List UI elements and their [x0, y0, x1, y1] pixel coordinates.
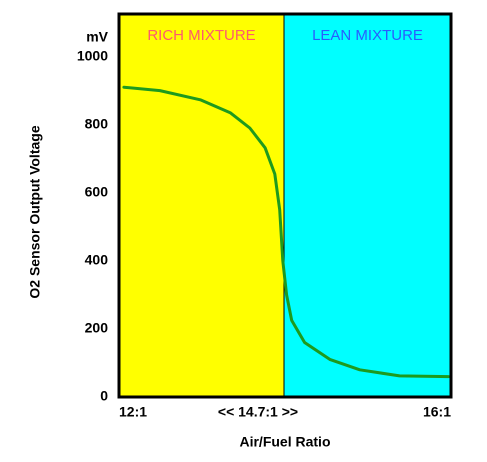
data-line: [122, 85, 450, 379]
y-tick-label: 1000: [77, 47, 108, 63]
x-tick-label: 16:1: [423, 404, 451, 420]
plot-area: [117, 12, 453, 399]
y-tick-label: 400: [85, 252, 109, 268]
region: [284, 14, 451, 397]
y-tick-label: 0: [100, 388, 108, 404]
x-axis-title: Air/Fuel Ratio: [239, 434, 330, 450]
y-tick-label: 600: [85, 183, 109, 199]
y-tick-label: 200: [85, 320, 109, 336]
region-label: LEAN MIXTURE: [312, 27, 423, 44]
x-tick-label: 12:1: [119, 404, 147, 420]
y-unit: mV: [86, 29, 108, 45]
x-tick-label: << 14.7:1 >>: [218, 404, 298, 420]
region: [119, 14, 284, 397]
plot-frame: [117, 12, 453, 399]
y-axis-title: O2 Sensor Output Voltage: [27, 125, 43, 298]
y-tick-label: 800: [85, 115, 109, 131]
region-label: RICH MIXTURE: [147, 27, 255, 44]
